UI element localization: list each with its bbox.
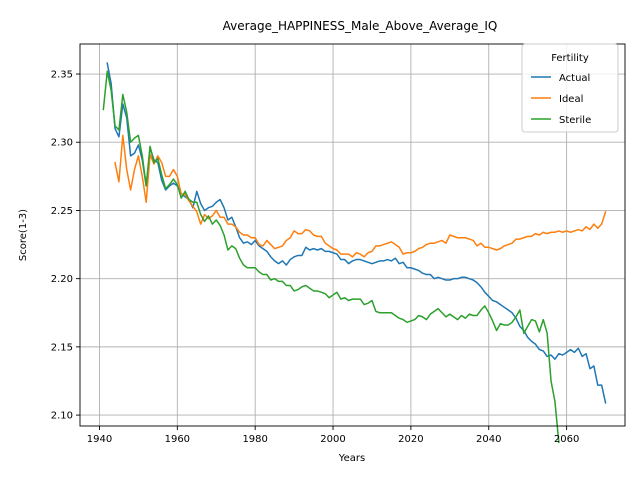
x-tick-label: 2000: [320, 434, 345, 445]
plot-frame: [79, 43, 626, 427]
x-tick-label: 2020: [398, 434, 423, 445]
x-axis-label: Years: [338, 453, 365, 464]
y-tick-label: 2.15: [51, 342, 73, 353]
series-line-ideal: [114, 134, 607, 258]
plot-lines: [102, 62, 607, 444]
x-tick-label: 2040: [476, 434, 501, 445]
y-axis-label: Score(1-3): [18, 209, 29, 261]
x-axis: 1940 1960 1980 2000 2020 2040 2060: [87, 426, 579, 445]
legend-label-actual: Actual: [559, 73, 590, 84]
x-tick-label: 2060: [554, 434, 579, 445]
x-tick-label: 1940: [87, 434, 112, 445]
chart-title: Average_HAPPINESS_Male_Above_Average_IQ: [223, 19, 498, 33]
legend-label-sterile: Sterile: [559, 115, 591, 126]
series-line-sterile: [102, 70, 560, 444]
legend: Fertility Actual Ideal Sterile: [521, 43, 619, 133]
y-axis: 2.10 2.15 2.20 2.25 2.30 2.35: [51, 70, 80, 422]
y-tick-label: 2.10: [51, 411, 73, 422]
y-tick-label: 2.30: [51, 138, 73, 149]
x-tick-label: 1960: [165, 434, 190, 445]
y-tick-label: 2.20: [51, 274, 73, 285]
x-tick-label: 1980: [242, 434, 267, 445]
legend-title: Fertility: [551, 53, 589, 64]
legend-label-ideal: Ideal: [559, 94, 583, 105]
y-tick-label: 2.25: [51, 206, 73, 217]
y-tick-label: 2.35: [51, 70, 73, 81]
legend-box: [521, 43, 619, 133]
